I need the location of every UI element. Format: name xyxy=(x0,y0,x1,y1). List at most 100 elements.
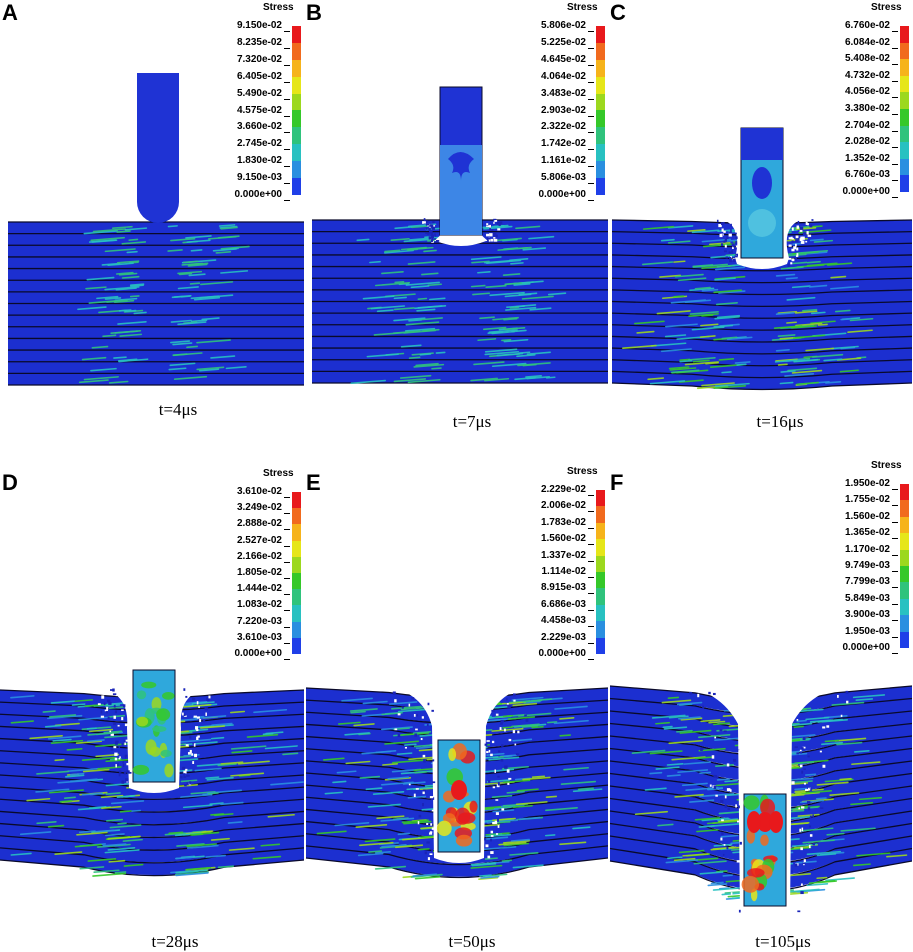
legend-swatch xyxy=(292,524,301,541)
legend-tick-label: 4.645e-02 xyxy=(540,53,586,65)
legend-tick-label: 1.365e-02 xyxy=(844,527,890,539)
legend-tick-mark xyxy=(284,47,290,49)
legend-tick-label: 3.660e-02 xyxy=(236,121,282,133)
simulation-view xyxy=(609,684,912,917)
legend-tick-mark xyxy=(284,149,290,151)
legend-tick-label: 1.352e-02 xyxy=(844,152,890,164)
legend-title: Stress xyxy=(871,460,902,471)
legend-swatch xyxy=(292,508,301,525)
legend-swatch xyxy=(292,161,301,179)
legend-swatch xyxy=(596,522,605,540)
legend-tick-label: 4.575e-02 xyxy=(236,104,282,116)
legend-tick-label: 4.732e-02 xyxy=(844,69,890,81)
legend-tick-label: 1.805e-02 xyxy=(236,567,282,578)
legend-tick-mark xyxy=(284,545,290,547)
panel-letter: D xyxy=(2,470,18,495)
legend-swatch xyxy=(900,42,909,60)
simulation-view xyxy=(312,86,608,385)
stress-streaks xyxy=(350,223,567,385)
legend-swatch xyxy=(596,506,605,523)
legend-tick-mark xyxy=(284,166,290,168)
legend-swatch xyxy=(596,621,605,638)
legend-tick-mark xyxy=(588,149,594,151)
legend-swatch xyxy=(292,26,301,43)
legend-tick-mark xyxy=(284,200,290,201)
legend-tick-mark xyxy=(284,183,290,185)
legend-tick-label: 1.830e-02 xyxy=(236,155,282,167)
legend-tick-mark xyxy=(892,554,898,556)
legend-tick-mark xyxy=(588,609,594,611)
legend-tick-label: 0.000e+00 xyxy=(538,648,586,659)
legend-swatch xyxy=(596,127,605,145)
legend-tick-label: 3.900e-03 xyxy=(844,609,890,621)
simulation-view xyxy=(305,686,608,880)
legend-tick-mark xyxy=(284,561,290,563)
legend-tick-label: 1.783e-02 xyxy=(540,516,586,528)
legend-swatch xyxy=(292,59,301,77)
legend-tick-mark xyxy=(588,577,594,578)
legend-swatch xyxy=(596,144,605,162)
legend-tick-label: 2.006e-02 xyxy=(540,500,586,512)
legend-tick-label: 3.610e-03 xyxy=(236,631,282,643)
legend-tick-mark xyxy=(892,505,898,507)
legend-tick-label: 2.527e-02 xyxy=(236,534,282,546)
legend-swatch xyxy=(292,127,301,145)
legend-colorbar xyxy=(900,484,909,648)
legend-colorbar xyxy=(292,26,301,195)
legend-tick-label: 3.249e-02 xyxy=(236,502,282,514)
panel-a: A Stress 9.150e-02 8.235e-02 7.320e-02 6.405e… xyxy=(0,0,304,470)
legend-tick-mark xyxy=(892,97,898,99)
legend-tick-label: 1.560e-02 xyxy=(540,533,586,545)
legend-tick-label: 5.806e-02 xyxy=(540,20,586,31)
legend-tick-mark xyxy=(284,529,290,531)
legend-swatch xyxy=(292,93,301,111)
legend-tick-label: 9.150e-03 xyxy=(236,172,282,184)
legend-swatch xyxy=(900,484,909,501)
legend-title: Stress xyxy=(567,466,598,477)
legend-tick-label: 8.915e-03 xyxy=(540,582,586,594)
projectile xyxy=(741,793,787,907)
panel-c: C Stress 6.760e-02 6.084e-02 5.408e-02 4.732e… xyxy=(608,0,912,470)
legend-tick-label: 5.225e-02 xyxy=(540,36,586,48)
legend-tick-label: 1.560e-02 xyxy=(844,510,890,522)
legend-tick-label: 8.235e-02 xyxy=(236,36,282,48)
legend-colorbar xyxy=(596,490,605,654)
legend-tick-mark xyxy=(284,132,290,134)
legend-swatch xyxy=(292,144,301,162)
panel-letter: E xyxy=(306,470,321,495)
time-caption: t=28μs xyxy=(151,932,199,951)
legend-swatch xyxy=(900,631,909,648)
legend-tick-mark xyxy=(588,495,594,496)
legend-tick-label: 1.337e-02 xyxy=(540,549,586,561)
legend-tick-label: 1.755e-02 xyxy=(844,494,890,506)
legend-tick-mark xyxy=(892,521,898,523)
legend-tick-mark xyxy=(892,636,898,638)
legend-tick-mark xyxy=(588,527,594,529)
legend-swatch xyxy=(596,604,605,622)
legend-swatch xyxy=(900,175,909,192)
simulation-view xyxy=(611,127,912,391)
legend-tick-mark xyxy=(588,47,594,49)
legend-tick-label: 4.458e-03 xyxy=(540,615,586,627)
legend-swatch xyxy=(292,42,301,60)
legend-tick-mark xyxy=(588,544,594,546)
legend-tick-mark xyxy=(284,594,290,596)
legend-tick-mark xyxy=(892,197,898,198)
legend-swatch xyxy=(292,178,301,195)
legend-tick-label: 4.064e-02 xyxy=(540,70,586,82)
legend-swatch xyxy=(900,108,909,126)
legend-swatch xyxy=(596,490,605,507)
legend-tick-mark xyxy=(892,620,898,622)
legend-tick-label: 6.405e-02 xyxy=(236,70,282,82)
legend-tick-mark xyxy=(588,626,594,628)
legend-tick-mark xyxy=(892,130,898,132)
legend-tick-mark xyxy=(892,64,898,66)
legend-swatch xyxy=(900,59,909,76)
legend-colorbar xyxy=(900,26,909,192)
legend-tick-mark xyxy=(588,642,594,644)
legend-tick-label: 2.229e-02 xyxy=(540,484,586,495)
legend-swatch xyxy=(596,161,605,179)
legend-tick-label: 2.322e-02 xyxy=(540,121,586,133)
legend-tick-mark xyxy=(892,163,898,165)
panel-e: E Stress 2.229e-02 2.006e-02 1.783e-02 1.560e… xyxy=(304,466,608,951)
